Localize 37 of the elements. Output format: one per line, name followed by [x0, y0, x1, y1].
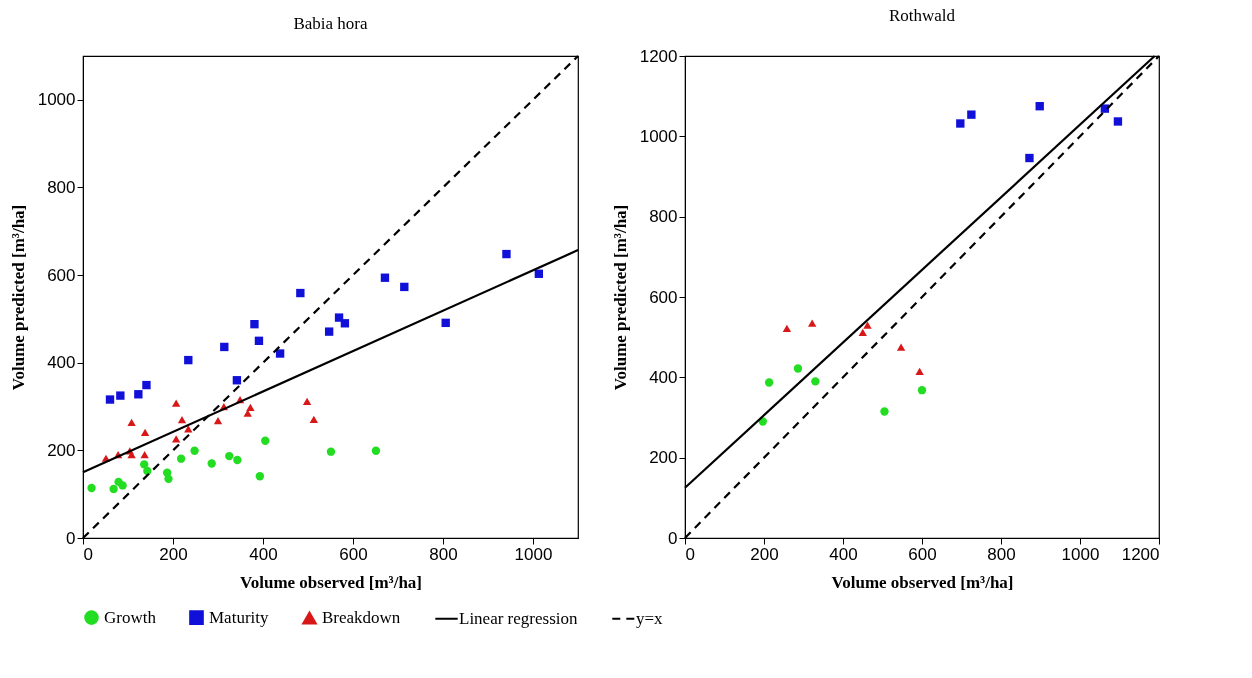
y-axis-title: Volume predicted [m³/ha]	[8, 204, 28, 391]
x-tick-label: 600	[339, 544, 368, 564]
x-tick-label: 0	[685, 544, 695, 564]
x-tick-label: 1000	[514, 544, 553, 564]
y-axis-title: Volume predicted [m³/ha]	[610, 204, 630, 391]
y-tick-label: 0	[668, 528, 678, 548]
y-tick-label: 0	[66, 528, 76, 548]
legend-label: Growth	[104, 607, 157, 627]
x-axis-title: Volume observed [m³/ha]	[239, 572, 423, 592]
x-tick-label: 800	[429, 544, 458, 564]
chart-title: Babia hora	[293, 13, 369, 33]
y-tick-label: 1000	[639, 126, 678, 146]
chart-title: Rothwald	[888, 6, 956, 25]
x-tick-label: 1000	[1061, 544, 1100, 564]
y-tick-label: 400	[649, 367, 678, 387]
x-tick-label: 600	[908, 544, 937, 564]
x-axis-title: Volume observed [m³/ha]	[831, 572, 1014, 592]
legend-label: y=x	[636, 608, 664, 628]
y-tick-label: 200	[649, 448, 678, 468]
y-tick-label: 800	[47, 177, 76, 197]
y-tick-label: 600	[649, 287, 678, 307]
y-tick-label: 600	[47, 265, 76, 285]
y-tick-label: 400	[47, 353, 76, 373]
x-tick-label: 1200	[1121, 544, 1160, 564]
x-tick-label: 400	[249, 544, 278, 564]
x-tick-label: 200	[750, 544, 779, 564]
legend-label: Breakdown	[322, 608, 401, 628]
x-tick-label: 200	[159, 544, 188, 564]
y-tick-label: 1000	[37, 90, 76, 110]
y-tick-label: 200	[47, 440, 76, 460]
x-tick-label: 400	[829, 544, 858, 564]
y-tick-label: 1200	[639, 46, 678, 66]
x-tick-label: 800	[987, 544, 1016, 564]
legend-label: Linear regression	[459, 608, 578, 628]
y-tick-label: 800	[649, 207, 678, 227]
legend-label: Maturity	[209, 607, 269, 627]
x-tick-label: 0	[83, 544, 93, 564]
